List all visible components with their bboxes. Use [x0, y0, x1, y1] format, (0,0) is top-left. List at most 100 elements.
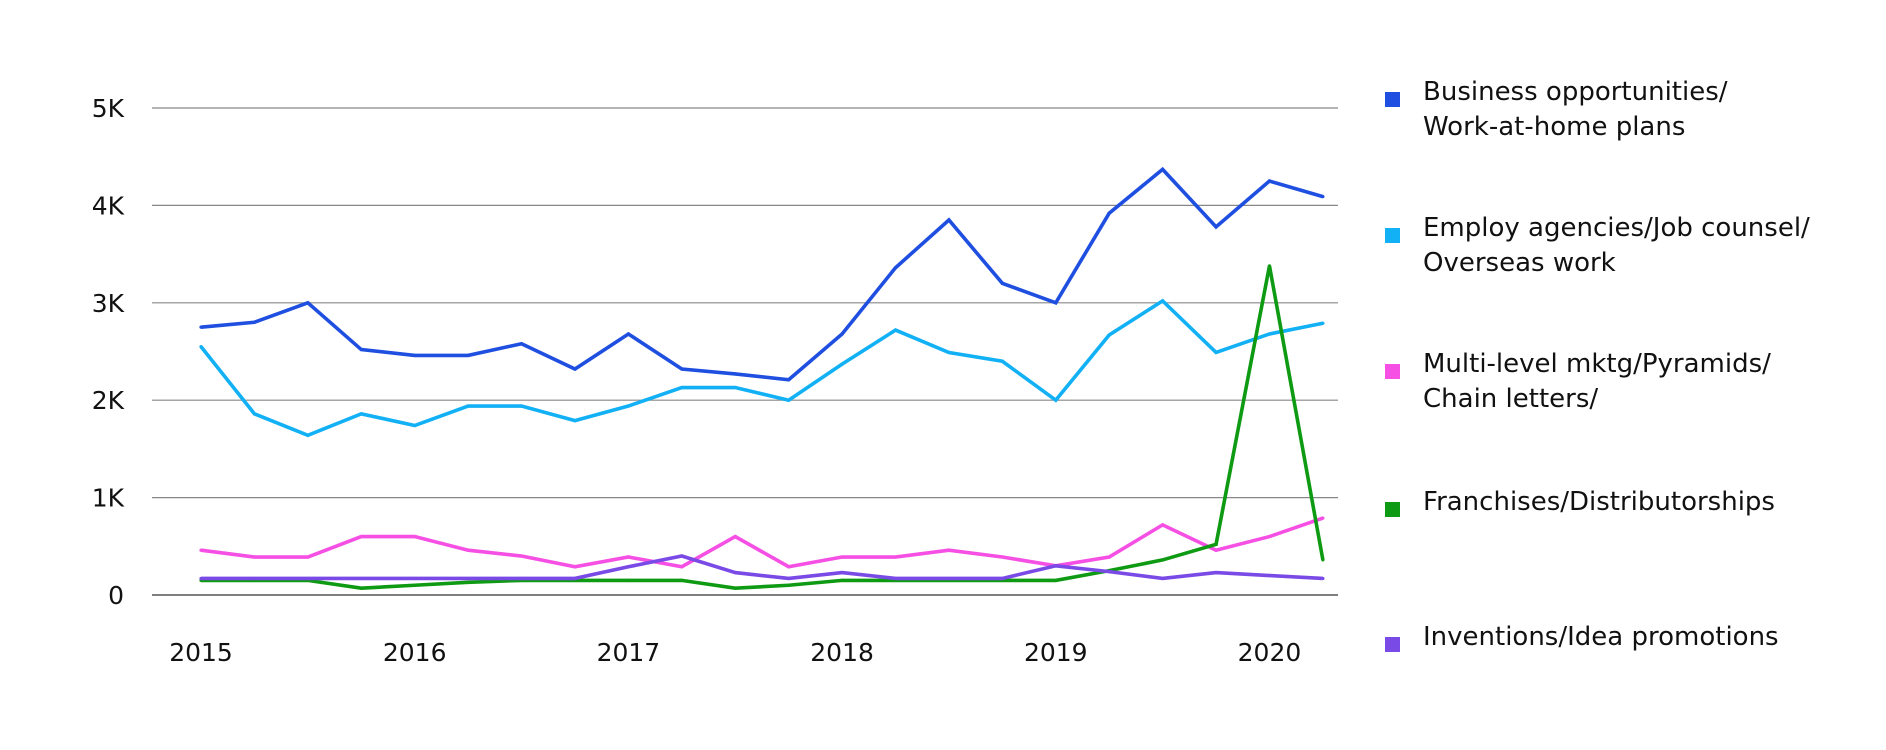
x-tick-label: 2018	[810, 638, 874, 667]
data-point	[947, 350, 951, 355]
data-point	[359, 586, 363, 590]
data-point	[733, 586, 737, 590]
data-point	[1214, 542, 1218, 546]
data-point	[199, 325, 203, 329]
data-point	[626, 565, 630, 569]
data-point	[1107, 211, 1111, 215]
data-point	[573, 419, 577, 423]
series-points-1	[199, 167, 1325, 382]
data-point	[626, 578, 630, 582]
data-point	[840, 332, 844, 336]
data-point	[1267, 332, 1272, 336]
legend-label-line: Overseas work	[1423, 248, 1616, 278]
legend-label: Business opportunities/Work-at-home plan…	[1423, 75, 1728, 145]
series-line-4	[201, 265, 1325, 590]
data-point	[1267, 179, 1272, 183]
data-point	[787, 398, 791, 402]
series-points-3	[199, 516, 1325, 569]
series-lines	[199, 166, 1325, 590]
data-point	[519, 576, 524, 581]
data-point	[1054, 301, 1058, 305]
y-tick-label: 1K	[92, 484, 125, 513]
data-point	[466, 353, 470, 357]
data-point	[680, 565, 684, 569]
data-point	[733, 385, 737, 390]
x-tick-label: 2019	[1024, 638, 1088, 667]
data-point	[199, 345, 203, 349]
data-point	[252, 555, 257, 559]
data-point	[413, 534, 417, 539]
data-point	[413, 583, 417, 587]
legend-swatch	[1385, 228, 1400, 243]
legend-label: Multi-level mktg/Pyramids/Chain letters/	[1423, 347, 1771, 417]
legend-swatch	[1385, 637, 1400, 652]
legend-label: Franchises/Distributorships	[1423, 485, 1775, 520]
data-point	[519, 404, 524, 408]
data-point	[1267, 264, 1272, 268]
data-point	[252, 412, 257, 416]
gridlines	[152, 107, 1338, 596]
data-point	[573, 565, 577, 569]
data-point	[733, 570, 737, 575]
legend-label-line: Business opportunities/	[1423, 77, 1728, 107]
data-point	[199, 548, 203, 552]
y-tick-label: 3K	[92, 289, 125, 318]
data-point	[1214, 225, 1218, 229]
legend-item: Inventions/Idea promotions	[1385, 620, 1779, 655]
legend-label-line: Chain letters/	[1423, 384, 1599, 414]
data-point	[1321, 195, 1325, 199]
data-point	[680, 554, 684, 558]
data-point	[680, 385, 684, 390]
data-point	[1161, 167, 1165, 171]
data-point	[947, 548, 951, 552]
legend-label-line: Multi-level mktg/Pyramids/	[1423, 349, 1771, 379]
series-points-4	[199, 264, 1325, 590]
data-point	[466, 576, 470, 581]
legend-swatch	[1385, 92, 1400, 107]
data-point	[1107, 333, 1111, 337]
data-point	[1161, 576, 1165, 581]
data-point	[1214, 570, 1218, 575]
data-point	[359, 412, 363, 416]
series-line-1	[200, 166, 1324, 382]
data-point	[840, 555, 844, 559]
data-point	[359, 534, 363, 539]
data-point	[626, 555, 630, 559]
legend-item: Business opportunities/Work-at-home plan…	[1385, 75, 1728, 145]
data-point	[199, 576, 203, 581]
y-axis-tick-labels: 0 1K 2K 3K 4K 5K	[92, 94, 125, 610]
legend-label-line: Employ agencies/Job counsel/	[1423, 213, 1810, 243]
series-line-3	[200, 516, 1324, 569]
data-point	[573, 367, 577, 371]
data-point	[1321, 321, 1325, 325]
data-point	[1321, 516, 1325, 520]
data-point	[306, 555, 310, 559]
data-point	[1107, 555, 1111, 559]
data-point	[787, 583, 791, 587]
legend-label-line: Work-at-home plans	[1423, 112, 1686, 142]
data-point	[733, 372, 737, 376]
x-tick-label: 2015	[169, 638, 233, 667]
data-point	[840, 362, 844, 366]
y-tick-label: 4K	[92, 191, 125, 220]
data-point	[306, 433, 310, 437]
data-point	[252, 320, 257, 324]
data-point	[466, 404, 470, 408]
data-point	[893, 555, 898, 559]
y-tick-label: 0	[108, 581, 124, 610]
data-point	[1161, 299, 1165, 303]
data-point	[840, 570, 844, 575]
data-point	[1000, 359, 1004, 363]
data-point	[1107, 570, 1111, 574]
data-point	[519, 554, 524, 558]
data-point	[1267, 534, 1272, 539]
data-point	[413, 423, 417, 428]
series-points-5	[199, 554, 1325, 581]
data-point	[1321, 576, 1325, 581]
data-point	[1321, 558, 1325, 562]
data-point	[840, 578, 844, 582]
data-point	[1000, 555, 1004, 559]
data-point	[1000, 281, 1004, 285]
data-point	[573, 576, 577, 581]
